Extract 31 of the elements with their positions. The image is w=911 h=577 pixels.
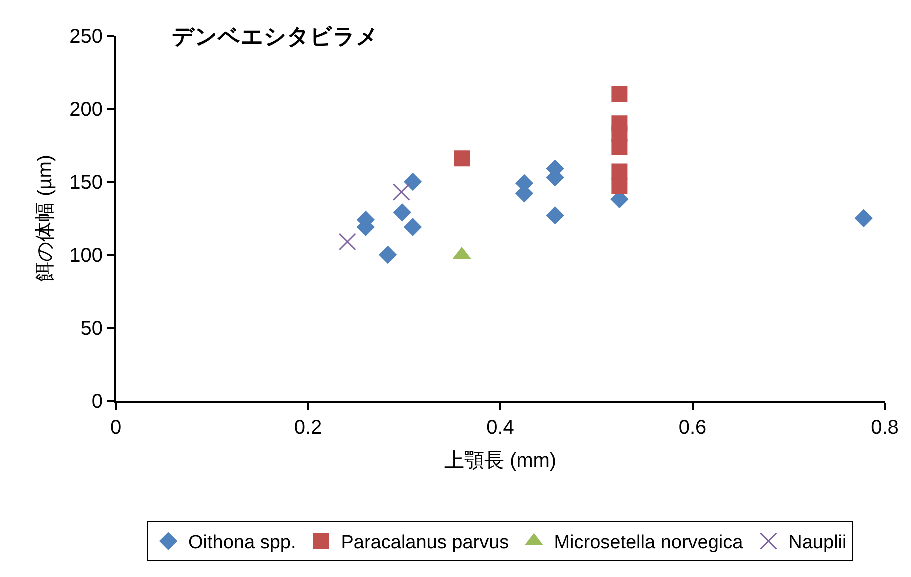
y-axis-title: 餌の体幅 (µm)	[34, 154, 57, 282]
point	[854, 209, 873, 228]
legend-label: Microsetella norvegica	[554, 532, 744, 554]
legend-label: Nauplii	[788, 532, 847, 554]
x-axis-title: 上顎長 (mm)	[444, 450, 557, 472]
x-tick-label: 0.6	[678, 417, 707, 439]
point	[612, 164, 628, 180]
point	[404, 172, 422, 192]
y-tick-label: 100	[70, 245, 103, 267]
y-tick-label: 200	[70, 99, 103, 121]
y-tick-label: 150	[70, 172, 103, 194]
legend-label: Paracalanus parvus	[341, 532, 510, 554]
point	[612, 86, 628, 102]
point	[392, 183, 410, 201]
y-tick-label: 0	[92, 391, 103, 413]
point	[338, 233, 356, 251]
x-tick-label: 0.2	[294, 417, 322, 439]
x-tick-label: 0	[110, 417, 122, 439]
point	[612, 138, 628, 155]
x-tick-label: 0.8	[871, 417, 899, 439]
point	[404, 218, 422, 236]
point	[546, 206, 564, 225]
x-tick-label: 0.4	[486, 417, 514, 439]
y-tick-label: 50	[80, 318, 103, 340]
point	[612, 178, 628, 194]
legend-label: Oithona spp.	[188, 532, 296, 554]
point	[378, 246, 398, 264]
y-tick-label: 250	[70, 26, 103, 48]
point	[454, 150, 470, 167]
chart-title: デンベエシタビラメ	[172, 24, 379, 49]
point	[393, 204, 412, 222]
